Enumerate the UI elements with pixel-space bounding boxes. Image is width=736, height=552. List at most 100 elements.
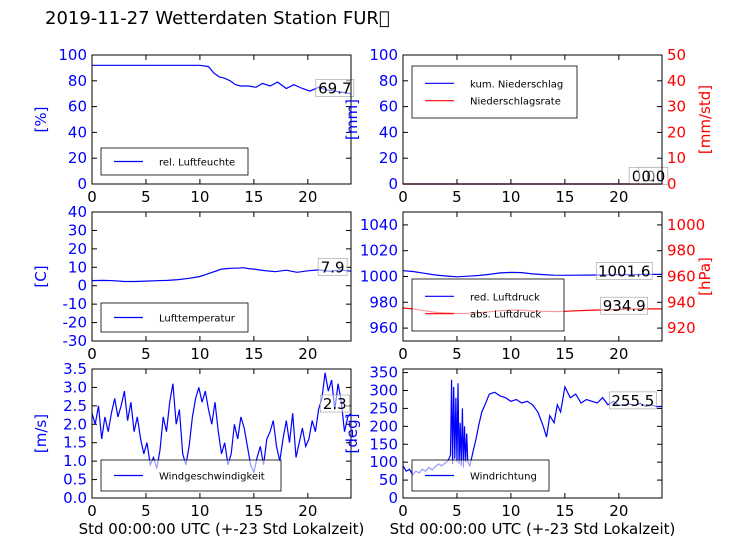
annotation-label: 255.5: [611, 392, 654, 410]
x-tick-label: 20: [609, 188, 628, 206]
annotation-label: 7.9: [321, 258, 345, 276]
x-tick-label: 0: [398, 188, 408, 206]
legend-label: abs. Luftdruck: [470, 310, 541, 321]
y-tick-label: 1000: [360, 268, 398, 286]
y2-tick-label: 920: [667, 319, 696, 337]
y-tick-label: 0.5: [63, 471, 87, 489]
x-tick-label: 0: [87, 188, 97, 206]
annotation-box: [609, 391, 657, 410]
legend-box: [411, 278, 565, 332]
x-tick-label: 5: [141, 502, 151, 520]
annotation-label: 1001.6: [598, 262, 651, 280]
annotation-label: 934.9: [603, 297, 646, 315]
legend-label: red. Luftdruck: [470, 292, 540, 303]
legend-label: Windgeschwindigkeit: [159, 472, 265, 483]
x-tick-label: 20: [609, 345, 628, 363]
y-tick-label: -10: [63, 295, 88, 313]
legend-box: [411, 65, 578, 119]
y-tick-label: 20: [68, 240, 87, 258]
plot-frame: [91, 54, 352, 185]
x-tick-label: 20: [298, 502, 317, 520]
y-tick-label: 10: [68, 258, 87, 276]
y-tick-label: 2.5: [63, 397, 87, 415]
x-tick-label: 15: [244, 345, 263, 363]
panel-pressure: 960 980 1000 1020 1040 920 940 960 980 1000 0 5 10 15…: [360, 211, 714, 363]
y-axis-label: [deg]: [343, 414, 361, 454]
x-tick-label: 10: [501, 188, 520, 206]
annotation-box: [600, 296, 649, 315]
y-axis-label: [C]: [32, 265, 50, 287]
y-tick-label: 3.5: [63, 360, 87, 378]
x-tick-label: 20: [298, 188, 317, 206]
y-tick-label: 300: [369, 382, 398, 400]
y-tick-label: 80: [68, 72, 87, 90]
y-tick-label: 60: [68, 98, 87, 116]
y-tick-label: 0: [388, 175, 398, 193]
y-tick-label: 100: [369, 453, 398, 471]
y-tick-label: 20: [68, 149, 87, 167]
x-tick-label: 0: [87, 502, 97, 520]
y2-tick-label: 980: [667, 242, 696, 260]
y2-tick-label: 940: [667, 293, 696, 311]
y-axis-label: [m/s]: [32, 414, 50, 453]
annotation-box: [315, 79, 355, 97]
y2-tick-label: 30: [667, 98, 686, 116]
annotation-label: 0.0: [641, 167, 665, 185]
annotation-label: 69.7: [318, 80, 351, 98]
y-tick-label: 0.0: [63, 489, 87, 507]
y-tick-label: 40: [68, 123, 87, 141]
legend-label: rel. Luftfeuchte: [159, 158, 235, 169]
page-title: 2019-11-27 Wetterdaten Station FUR : [45, 8, 390, 29]
y2-axis-label: [hPa]: [696, 257, 714, 296]
x-tick-label: 0: [398, 345, 408, 363]
y-tick-label: 1.0: [63, 452, 87, 470]
y-tick-label: 80: [379, 72, 398, 90]
annotation-box: [317, 257, 348, 276]
series-line-1: [91, 372, 352, 475]
x-tick-label: 5: [452, 502, 462, 520]
y-tick-label: 0: [77, 277, 87, 295]
y-tick-label: 1020: [360, 242, 398, 260]
y-tick-label: 40: [379, 123, 398, 141]
panel-wind-speed: 0.00.51.01.52.02.53.03.5 0 5 10 15 20 [m/s] 2.3…: [32, 360, 364, 538]
y-axis-label: [%]: [32, 107, 50, 133]
x-tick-label: 15: [244, 188, 263, 206]
y-tick-label: 20: [379, 149, 398, 167]
y-tick-label: 0: [388, 489, 398, 507]
y2-axis-label: [mm/std]: [696, 85, 714, 154]
x-tick-label: 5: [452, 345, 462, 363]
plot-frame: [402, 54, 663, 185]
x-axis-label: Std 00:00:00 UTC (+-23 Std Lokalzeit): [390, 520, 676, 538]
y-tick-label: 40: [68, 203, 87, 221]
y-tick-label: 1040: [360, 216, 398, 234]
series-line-1: [91, 267, 352, 283]
y-tick-label: 960: [369, 319, 398, 337]
panel-humidity: 0 20 40 60 80 100 0 5 10 15 20 [%] 69.7 rel. Luftfeuc…: [32, 46, 355, 206]
plot-frame: [402, 211, 663, 342]
annotation-label: 2.3: [323, 395, 347, 413]
x-tick-label: 5: [141, 345, 151, 363]
x-tick-label: 5: [141, 188, 151, 206]
x-tick-label: 10: [501, 345, 520, 363]
y2-tick-label: 1000: [667, 216, 705, 234]
y2-tick-label: 40: [667, 72, 686, 90]
y-tick-label: 0: [77, 175, 87, 193]
y-tick-label: 350: [369, 364, 398, 382]
x-tick-label: 10: [190, 502, 209, 520]
y-axis-label: [mm]: [343, 99, 361, 140]
x-tick-label: 20: [298, 345, 317, 363]
y-tick-label: 3.0: [63, 378, 87, 396]
y2-tick-label: 20: [667, 123, 686, 141]
x-tick-label: 15: [555, 188, 574, 206]
x-tick-label: 0: [87, 345, 97, 363]
x-tick-label: 15: [244, 502, 263, 520]
y2-tick-label: 10: [667, 149, 686, 167]
y-tick-label: 50: [379, 471, 398, 489]
series-line-1: [92, 64, 352, 95]
x-tick-label: 10: [190, 188, 209, 206]
x-tick-label: 15: [555, 345, 574, 363]
y-tick-label: -30: [63, 332, 88, 350]
legend-label: Niederschlagsrate: [470, 97, 561, 108]
